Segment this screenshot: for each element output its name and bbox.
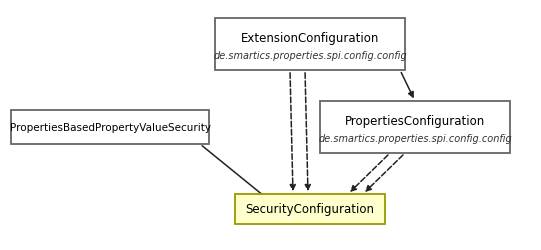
Text: PropertiesConfiguration: PropertiesConfiguration (345, 114, 485, 127)
Text: PropertiesBasedPropertyValueSecurity: PropertiesBasedPropertyValueSecurity (10, 122, 210, 132)
FancyBboxPatch shape (215, 19, 405, 71)
FancyBboxPatch shape (11, 110, 209, 144)
FancyBboxPatch shape (320, 102, 510, 154)
FancyBboxPatch shape (235, 194, 385, 224)
Text: SecurityConfiguration: SecurityConfiguration (246, 203, 374, 216)
Text: de.smartics.properties.spi.config.config: de.smartics.properties.spi.config.config (213, 51, 407, 61)
Text: de.smartics.properties.spi.config.config: de.smartics.properties.spi.config.config (318, 134, 512, 144)
Text: ExtensionConfiguration: ExtensionConfiguration (241, 32, 379, 44)
